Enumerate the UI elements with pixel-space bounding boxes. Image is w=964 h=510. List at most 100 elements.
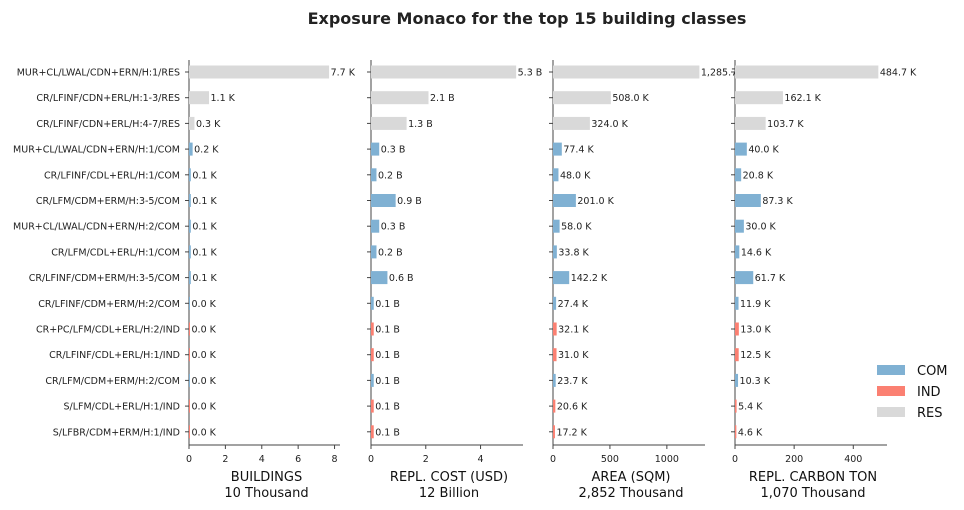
panel-1: 0 2 4 6 8 7.7 K 1.1 K 0.3 K 0.2 K 0.1 K 0.1 K 0.1 K… — [13, 60, 356, 501]
data-label: 58.0 K — [561, 222, 592, 233]
bar-com — [371, 219, 380, 233]
data-label: 13.0 K — [740, 325, 771, 336]
legend-swatch — [877, 407, 905, 417]
bar-res — [371, 116, 407, 130]
legend-swatch — [877, 365, 905, 375]
bar-com — [735, 296, 739, 310]
x-tick-label: 0 — [368, 454, 374, 465]
legend-label: IND — [917, 385, 941, 400]
bar-com — [553, 219, 560, 233]
x-tick-label: 2 — [423, 454, 429, 465]
data-label: 0.2 B — [378, 170, 403, 181]
data-label: 61.7 K — [755, 273, 786, 284]
data-label: 33.8 K — [558, 247, 589, 258]
bar-res — [735, 65, 879, 79]
bar-com — [371, 168, 377, 182]
data-label: 0.0 K — [192, 427, 217, 438]
data-label: 508.0 K — [612, 93, 649, 104]
category-label: S/LFBR/CDM+ERM/H:1/IND — [53, 427, 180, 438]
bar-ind — [189, 322, 190, 336]
bar-com — [371, 373, 374, 387]
legend-item-res: RES — [877, 406, 943, 421]
x-axis-total: 12 Billion — [419, 486, 479, 501]
data-label: 87.3 K — [762, 196, 793, 207]
data-label: 5.3 B — [518, 68, 543, 79]
bar-com — [189, 168, 191, 182]
category-label: CR/LFINF/CDN+ERL/H:4-7/RES — [36, 119, 180, 130]
bar-res — [735, 91, 783, 105]
bar-ind — [371, 322, 374, 336]
bar-com — [371, 142, 380, 156]
bar-com — [371, 271, 388, 285]
bar-com — [735, 219, 744, 233]
bar-ind — [189, 399, 190, 413]
bar-com — [735, 245, 740, 259]
legend-label: COM — [917, 364, 948, 379]
data-label: 17.2 K — [556, 427, 587, 438]
bar-res — [553, 116, 590, 130]
bar-com — [189, 296, 190, 310]
panels: 0 2 4 6 8 7.7 K 1.1 K 0.3 K 0.2 K 0.1 K 0.1 K 0.1 K… — [13, 60, 917, 501]
data-label: 1.3 B — [408, 119, 433, 130]
x-axis-label: AREA (SQM) — [591, 470, 670, 485]
data-label: 77.4 K — [563, 145, 594, 156]
panel-3: 0 500 1000 1,285.7 508.0 K 324.0 K 77.4 K 48.0 … — [549, 60, 737, 501]
bar-com — [553, 142, 562, 156]
data-label: 0.1 K — [192, 247, 217, 258]
bar-com — [735, 373, 739, 387]
bar-res — [189, 91, 210, 105]
data-label: 40.0 K — [748, 145, 779, 156]
x-axis-total: 2,852 Thousand — [579, 486, 684, 501]
data-label: 20.8 K — [743, 170, 774, 181]
bar-com — [189, 194, 191, 207]
data-label: 0.3 B — [381, 145, 406, 156]
data-label: 0.2 B — [378, 247, 403, 258]
bar-com — [189, 245, 191, 259]
bar-ind — [553, 425, 555, 439]
data-label: 2.1 B — [430, 93, 455, 104]
bar-com — [189, 219, 191, 233]
data-label: 0.1 B — [375, 376, 400, 387]
bar-ind — [735, 425, 737, 439]
panel-2: 0 2 4 5.3 B 2.1 B 1.3 B 0.3 B 0.2 B 0.9 B 0.3 B 0.… — [367, 60, 542, 501]
data-label: 0.3 B — [381, 222, 406, 233]
bar-com — [735, 168, 742, 182]
legend-swatch — [877, 386, 905, 396]
x-tick-label: 1000 — [655, 454, 679, 465]
x-axis-total: 10 Thousand — [224, 486, 308, 501]
data-label: 0.1 B — [375, 299, 400, 310]
bar-res — [189, 116, 195, 130]
data-label: 103.7 K — [767, 119, 804, 130]
data-label: 0.1 B — [375, 325, 400, 336]
category-label: CR/LFINF/CDL+ERL/H:1/COM — [44, 170, 180, 181]
panel-4: 0 200 400 484.7 K 162.1 K 103.7 K 40.0 K 20.8 K… — [731, 60, 917, 501]
x-tick-label: 0 — [186, 454, 192, 465]
data-label: 0.1 K — [192, 196, 217, 207]
category-label: CR/LFINF/CDL+ERL/H:1/IND — [49, 350, 180, 361]
data-label: 0.0 K — [192, 325, 217, 336]
x-axis-label: BUILDINGS — [231, 470, 302, 485]
bar-ind — [371, 425, 374, 439]
legend: COM IND RES — [877, 364, 948, 421]
x-tick-label: 8 — [332, 454, 338, 465]
data-label: 324.0 K — [591, 119, 628, 130]
data-label: 31.0 K — [558, 350, 589, 361]
bar-ind — [189, 425, 190, 439]
data-label: 0.9 B — [397, 196, 422, 207]
bar-com — [735, 271, 754, 285]
data-label: 0.0 K — [192, 299, 217, 310]
data-label: 0.2 K — [194, 145, 219, 156]
data-label: 0.0 K — [192, 350, 217, 361]
data-label: 5.4 K — [738, 402, 763, 413]
data-label: 0.0 K — [192, 402, 217, 413]
bar-com — [553, 194, 576, 207]
bar-com — [735, 142, 747, 156]
x-tick-label: 500 — [601, 454, 619, 465]
category-label: S/LFM/CDL+ERL/H:1/IND — [64, 402, 181, 413]
data-label: 23.7 K — [557, 376, 588, 387]
bar-ind — [553, 322, 557, 336]
x-tick-label: 2 — [222, 454, 228, 465]
bar-res — [553, 65, 700, 79]
x-axis-label: REPL. COST (USD) — [390, 470, 508, 485]
